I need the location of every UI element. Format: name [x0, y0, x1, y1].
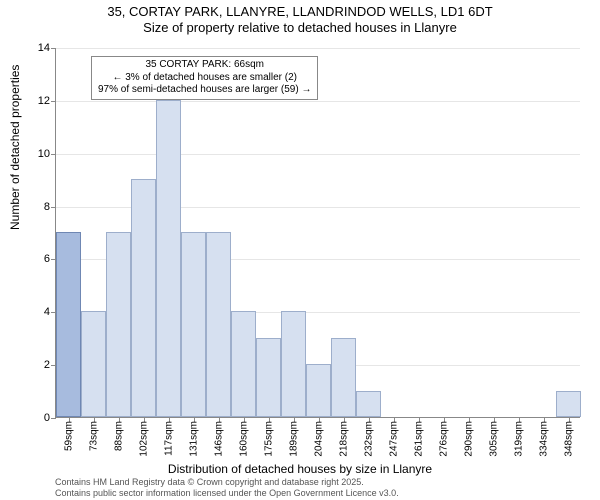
bar — [256, 338, 281, 417]
xtick-label: 160sqm — [238, 421, 249, 457]
xtick-label: 348sqm — [563, 421, 574, 457]
gridline — [56, 48, 580, 49]
bar — [206, 232, 231, 417]
xtick-label: 131sqm — [188, 421, 199, 457]
xtick-label: 218sqm — [338, 421, 349, 457]
bar — [131, 179, 156, 417]
bar — [356, 391, 381, 417]
bar — [156, 100, 181, 417]
xtick-label: 305sqm — [488, 421, 499, 457]
x-axis-title: Distribution of detached houses by size … — [0, 462, 600, 476]
xtick-label: 276sqm — [438, 421, 449, 457]
xtick-label: 88sqm — [113, 421, 124, 451]
xtick-label: 247sqm — [388, 421, 399, 457]
footer: Contains HM Land Registry data © Crown c… — [55, 477, 399, 498]
xtick-label: 189sqm — [288, 421, 299, 457]
title-line1: 35, CORTAY PARK, LLANYRE, LLANDRINDOD WE… — [0, 4, 600, 20]
ytick-label: 8 — [44, 201, 50, 213]
xtick-label: 102sqm — [138, 421, 149, 457]
bar — [106, 232, 131, 417]
xtick-label: 319sqm — [513, 421, 524, 457]
xtick-label: 117sqm — [163, 421, 174, 456]
title-line2: Size of property relative to detached ho… — [0, 20, 600, 36]
bar — [231, 311, 256, 417]
bar-highlighted — [56, 232, 81, 417]
bar — [181, 232, 206, 417]
xtick-label: 261sqm — [413, 421, 424, 457]
xtick-label: 73sqm — [88, 421, 99, 451]
chart-title: 35, CORTAY PARK, LLANYRE, LLANDRINDOD WE… — [0, 0, 600, 35]
footer-line2: Contains public sector information licen… — [55, 488, 399, 498]
annotation-line1: 35 CORTAY PARK: 66sqm — [98, 59, 311, 72]
chart-plot-area: 35 CORTAY PARK: 66sqm ← 3% of detached h… — [55, 48, 580, 418]
gridline — [56, 101, 580, 102]
xtick-label: 232sqm — [363, 421, 374, 457]
ytick-label: 14 — [38, 42, 50, 54]
annotation-line2: ← 3% of detached houses are smaller (2) — [98, 72, 311, 85]
bar — [331, 338, 356, 417]
ytick-label: 12 — [38, 95, 50, 107]
bar — [556, 391, 581, 417]
ytick-label: 4 — [44, 306, 50, 318]
ytick-label: 0 — [44, 412, 50, 424]
bar — [281, 311, 306, 417]
xtick-label: 334sqm — [538, 421, 549, 457]
xtick-label: 175sqm — [263, 421, 274, 457]
gridline — [56, 154, 580, 155]
ytick-mark — [51, 154, 56, 155]
annotation-box: 35 CORTAY PARK: 66sqm ← 3% of detached h… — [91, 56, 318, 100]
y-axis-title: Number of detached properties — [8, 65, 22, 230]
xtick-label: 204sqm — [313, 421, 324, 457]
ytick-label: 6 — [44, 253, 50, 265]
xtick-label: 59sqm — [63, 421, 74, 451]
footer-line1: Contains HM Land Registry data © Crown c… — [55, 477, 399, 487]
bar — [306, 364, 331, 417]
ytick-label: 10 — [38, 148, 50, 160]
xtick-label: 290sqm — [463, 421, 474, 457]
annotation-line3: 97% of semi-detached houses are larger (… — [98, 84, 311, 97]
ytick-mark — [51, 101, 56, 102]
bar — [81, 311, 106, 417]
xtick-label: 146sqm — [213, 421, 224, 457]
ytick-label: 2 — [44, 359, 50, 371]
ytick-mark — [51, 418, 56, 419]
ytick-mark — [51, 48, 56, 49]
ytick-mark — [51, 207, 56, 208]
